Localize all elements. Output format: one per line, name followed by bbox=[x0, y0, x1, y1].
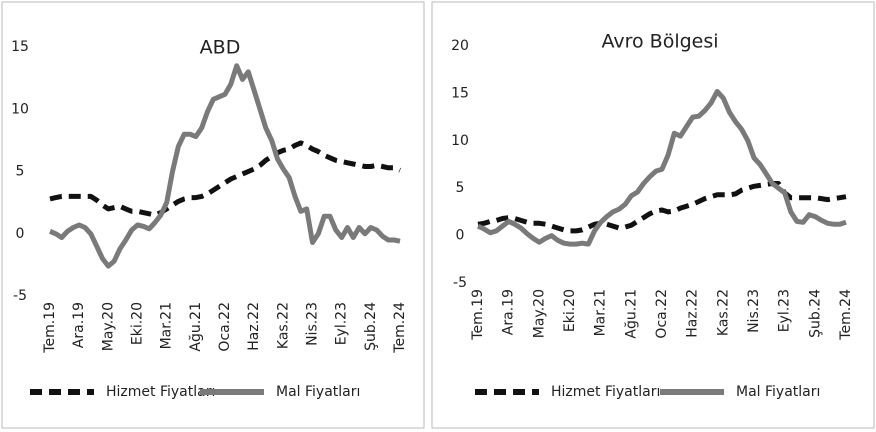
x-tick-label: Eyl.23 bbox=[777, 289, 793, 332]
x-tick-label: Mar.21 bbox=[593, 289, 609, 336]
y-tick-label: 15 bbox=[451, 85, 469, 101]
y-tick-label: -5 bbox=[453, 275, 467, 291]
x-tick-label: Kas.22 bbox=[275, 302, 291, 349]
series-line bbox=[476, 89, 847, 247]
x-tick-label: Şub.24 bbox=[807, 289, 823, 338]
x-tick-label: May.20 bbox=[531, 289, 547, 338]
x-tick-label: Tem.19 bbox=[42, 302, 58, 354]
x-tick-label: Mar.21 bbox=[159, 302, 175, 349]
x-tick-label: Eki.20 bbox=[562, 289, 578, 332]
x-tick-label: Ara.19 bbox=[501, 289, 517, 335]
x-tick-label: Haz.22 bbox=[685, 289, 701, 338]
x-tick-label: Ağu.21 bbox=[623, 289, 639, 339]
chart-title: ABD bbox=[200, 37, 241, 59]
legend-label: Mal Fiyatları bbox=[276, 384, 360, 400]
x-tick-label: Oca.22 bbox=[654, 289, 670, 339]
series-line bbox=[49, 63, 401, 269]
x-tick-label: Oca.22 bbox=[217, 302, 233, 352]
chart-title: Avro Bölgesi bbox=[601, 31, 718, 53]
x-tick-label: May.20 bbox=[100, 302, 116, 351]
x-tick-label: Tem.24 bbox=[838, 289, 854, 341]
series-line bbox=[49, 140, 401, 218]
y-tick-label: 0 bbox=[16, 226, 25, 242]
x-tick-label: Tem.19 bbox=[470, 289, 486, 341]
panel-frame bbox=[431, 1, 875, 429]
y-tick-label: 15 bbox=[11, 39, 29, 55]
y-tick-label: 20 bbox=[451, 38, 469, 54]
legend-label: Hizmet Fiyatları bbox=[551, 384, 660, 400]
x-tick-label: Nis.23 bbox=[305, 302, 321, 346]
x-tick-label: Eki.20 bbox=[130, 302, 146, 345]
y-tick-label: -5 bbox=[13, 288, 27, 304]
x-tick-label: Tem.24 bbox=[392, 302, 408, 354]
x-tick-label: Ağu.21 bbox=[188, 302, 204, 352]
y-tick-label: 5 bbox=[456, 180, 465, 196]
x-tick-label: Şub.24 bbox=[363, 302, 379, 351]
x-tick-label: Kas.22 bbox=[715, 289, 731, 336]
panel-frame bbox=[1, 1, 425, 429]
y-tick-label: 0 bbox=[456, 228, 465, 244]
x-tick-label: Haz.22 bbox=[246, 302, 262, 351]
legend-label: Hizmet Fiyatları bbox=[106, 384, 215, 400]
x-tick-label: Ara.19 bbox=[71, 302, 87, 348]
y-tick-label: 10 bbox=[451, 133, 469, 149]
y-tick-label: 5 bbox=[16, 164, 25, 180]
x-tick-label: Eyl.23 bbox=[334, 302, 350, 345]
x-tick-label: Nis.23 bbox=[746, 289, 762, 333]
legend-label: Mal Fiyatları bbox=[736, 384, 820, 400]
y-tick-label: 10 bbox=[11, 101, 29, 117]
